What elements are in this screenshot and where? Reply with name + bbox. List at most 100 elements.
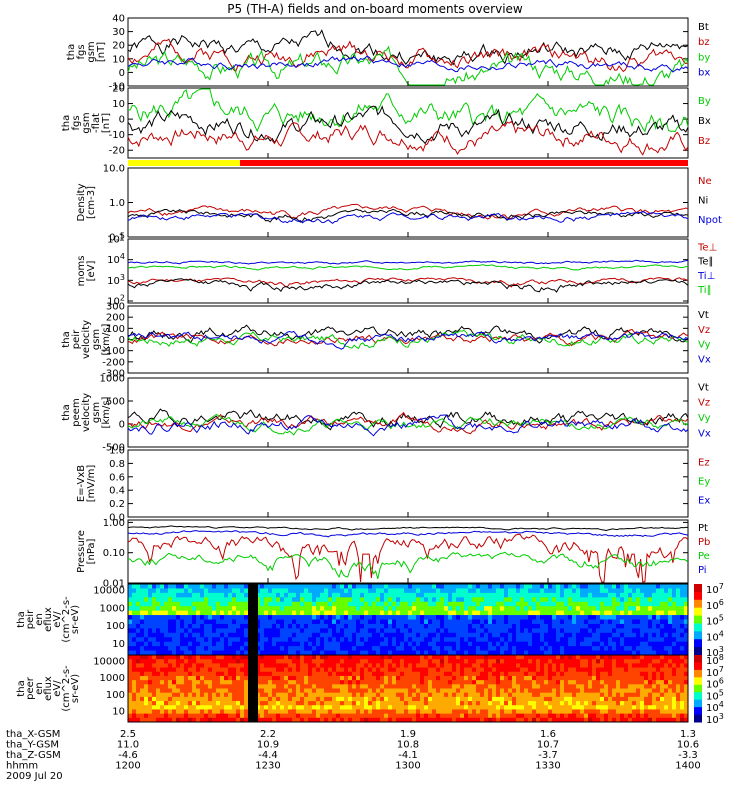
spectrogram-cell <box>576 663 581 669</box>
spectrogram-cell <box>588 632 593 638</box>
spectrogram-cell <box>560 717 565 723</box>
spectrogram-cell <box>528 680 533 685</box>
spectrogram-cell <box>408 606 413 612</box>
spectrogram-cell <box>604 597 609 603</box>
spectrogram-cell <box>512 610 517 616</box>
spectrogram-cell <box>324 610 329 616</box>
spectrogram-cell <box>544 688 549 694</box>
spectrogram-cell <box>540 628 545 634</box>
spectrogram-cell <box>480 663 485 669</box>
spectrogram-cell <box>236 646 241 652</box>
spectrogram-cell <box>156 696 161 702</box>
spectrogram-cell <box>432 680 437 685</box>
spectrogram-cell <box>200 692 205 698</box>
spectrogram-cell <box>316 650 321 656</box>
spectrogram-cell <box>304 628 309 634</box>
spectrogram-cell <box>628 623 633 629</box>
spectrogram-cell <box>444 680 449 685</box>
spectrogram-cell <box>488 606 493 612</box>
spectrogram-cell <box>588 692 593 698</box>
spectrogram-cell <box>412 619 417 625</box>
spectrogram-cell <box>512 628 517 634</box>
spectrogram-cell <box>612 655 617 660</box>
spectrogram-cell <box>176 592 181 598</box>
spectrogram-cell <box>304 696 309 702</box>
x-axis-value: 1230 <box>255 761 280 772</box>
spectrogram-cell <box>604 588 609 594</box>
spectrogram-cell <box>452 641 457 647</box>
spectrogram-cell <box>636 659 641 664</box>
spectrogram-cell <box>464 692 469 698</box>
spectrogram-cell <box>488 588 493 594</box>
series-line-peir_velocity-2 <box>127 329 689 350</box>
spectrogram-cell <box>580 684 585 689</box>
spectrogram-cell <box>504 588 509 594</box>
spectrogram-cell <box>156 601 161 607</box>
spectrogram-cell <box>408 659 413 664</box>
colorbar-step <box>694 607 702 617</box>
spectrogram-cell <box>408 597 413 603</box>
spectrogram-cell <box>612 632 617 638</box>
spectrogram-cell <box>356 696 361 702</box>
spectrogram-cell <box>660 632 665 638</box>
spectrogram-cell <box>556 610 561 616</box>
spectrogram-cell <box>136 632 141 638</box>
spectrogram-cell <box>176 584 181 589</box>
spectrogram-cell <box>300 663 305 669</box>
spectrogram-cell <box>572 659 577 664</box>
spectrogram-cell <box>260 606 265 612</box>
spectrogram-cell <box>344 610 349 616</box>
spectrogram-cell <box>388 606 393 612</box>
spectrogram-cell <box>308 584 313 589</box>
spectrogram-cell <box>288 667 293 673</box>
spectrogram-cell <box>352 667 357 673</box>
spectrogram-cell <box>312 646 317 652</box>
spectrogram-cell <box>292 610 297 616</box>
spectrogram-cell <box>604 615 609 620</box>
spectrogram-cell <box>152 663 157 669</box>
spectrogram-cell <box>664 592 669 598</box>
spectrogram-cell <box>156 663 161 669</box>
spectrogram-cell <box>348 628 353 634</box>
spectrogram-cell <box>172 584 177 589</box>
spectrogram-cell <box>628 584 633 589</box>
spectrogram-cell <box>460 619 465 625</box>
spectrogram-cell <box>540 663 545 669</box>
spectrogram-cell <box>348 601 353 607</box>
spectrogram-cell <box>416 659 421 664</box>
spectrogram-cell <box>632 709 637 715</box>
spectrogram-cell <box>352 584 357 589</box>
spectrogram-cell <box>348 637 353 643</box>
legend-fgs_gsm-2: by <box>698 52 710 63</box>
spectrogram-cell <box>668 641 673 647</box>
spectrogram-cell <box>356 659 361 664</box>
spectrogram-cell <box>488 701 493 706</box>
spectrogram-cell <box>520 709 525 715</box>
spectrogram-cell <box>360 637 365 643</box>
spectrogram-cell <box>560 597 565 603</box>
spectrogram-cell <box>272 696 277 702</box>
spectrogram-cell <box>368 663 373 669</box>
spectrogram-cell <box>532 684 537 689</box>
spectrogram-cell <box>416 637 421 643</box>
spectrogram-cell <box>216 588 221 594</box>
spectrogram-cell <box>128 588 133 594</box>
spectrogram-cell <box>360 692 365 698</box>
spectrogram-cell <box>408 663 413 669</box>
spectrogram-cell <box>560 705 565 710</box>
spectrogram-cell <box>176 641 181 647</box>
spectrogram-cell <box>184 696 189 702</box>
spectrogram-cell <box>616 637 621 643</box>
spectrogram-cell <box>436 597 441 603</box>
spectrogram-cell <box>136 675 141 681</box>
spectrogram-cell <box>260 705 265 710</box>
spectrogram-cell <box>264 680 269 685</box>
spectrogram-cell <box>204 684 209 689</box>
spectrogram-cell <box>684 623 689 629</box>
spectrogram-cell <box>504 597 509 603</box>
spectrogram-cell <box>520 632 525 638</box>
spectrogram-cell <box>216 713 221 719</box>
spectrogram-cell <box>588 705 593 710</box>
spectrogram-cell <box>228 606 233 612</box>
spectrogram-cell <box>260 709 265 715</box>
